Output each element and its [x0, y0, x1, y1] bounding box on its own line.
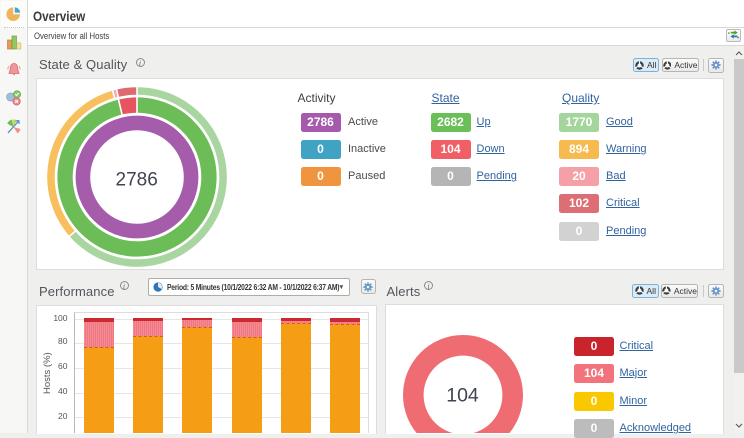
svg-text:2786: 2786 — [116, 169, 158, 190]
svg-text:104: 104 — [446, 385, 479, 407]
